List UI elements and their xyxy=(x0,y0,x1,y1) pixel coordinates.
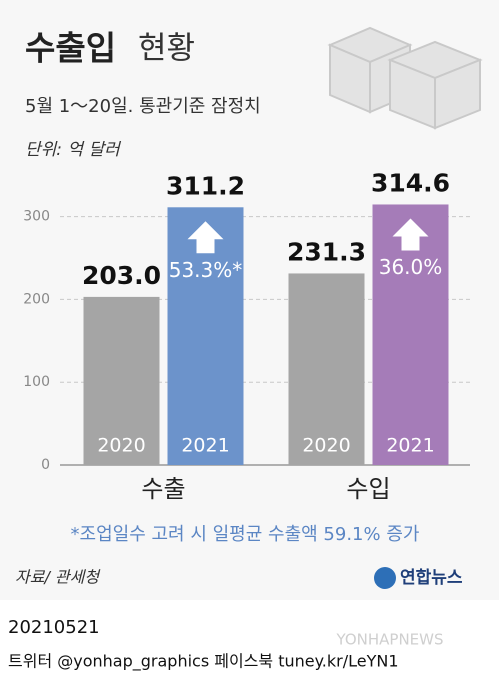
bar xyxy=(288,273,365,465)
y-tick-label: 0 xyxy=(41,457,50,473)
growth-label: 53.3%* xyxy=(169,258,243,282)
date: 20210521 xyxy=(8,617,100,638)
logo-icon xyxy=(374,567,396,589)
growth-label: 36.0% xyxy=(379,255,443,279)
value-label: 311.2 xyxy=(166,171,245,200)
y-tick-label: 100 xyxy=(23,374,50,390)
footnote: *조업일수 고려 시 일평균 수출액 59.1% 증가 xyxy=(71,524,420,545)
unit: 단위: 억 달러 xyxy=(25,140,121,160)
growth-arrow xyxy=(187,221,224,254)
value-label: 231.3 xyxy=(287,237,366,266)
y-tick-label: 200 xyxy=(23,291,50,307)
series-label: 2021 xyxy=(386,435,434,457)
subtitle: 5월 1～20일. 통관기준 잠정치 xyxy=(25,96,261,117)
watermark: YONHAPNEWS xyxy=(335,631,443,649)
value-label: 203.0 xyxy=(82,261,161,290)
chart-title: 수출입 xyxy=(25,29,116,68)
x-tick-label: 수입 xyxy=(346,475,390,503)
source: 자료/ 관세청 xyxy=(15,568,101,587)
y-tick-label: 300 xyxy=(23,209,50,225)
logo: 연합뉴스 xyxy=(400,567,463,588)
x-tick-label: 수출 xyxy=(141,475,185,503)
growth-arrow xyxy=(392,218,429,251)
crates-illustration xyxy=(327,26,483,130)
series-label: 2021 xyxy=(181,435,229,457)
series-label: 2020 xyxy=(97,435,145,457)
chart-title-rest: 현황 xyxy=(138,31,195,67)
bar xyxy=(83,296,160,465)
footer: 트위터 @yonhap_graphics 페이스북 tuney.kr/LeYN1 xyxy=(8,652,399,672)
series-label: 2020 xyxy=(302,435,350,457)
value-label: 314.6 xyxy=(371,168,450,197)
